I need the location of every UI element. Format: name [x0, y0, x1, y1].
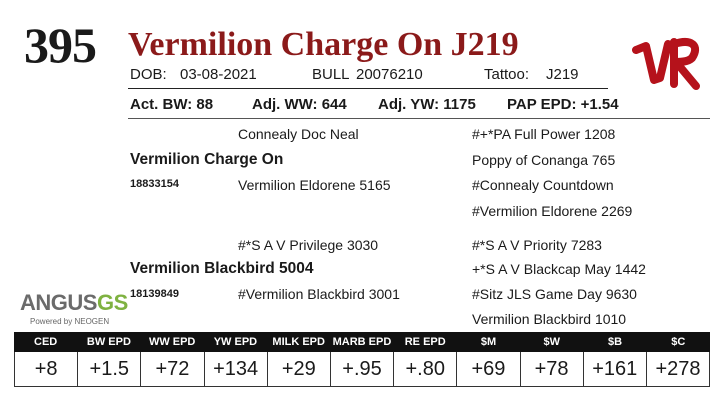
adjusted-yearling-weight: Adj. YW: 1175 — [378, 96, 476, 113]
epd-header-m: $M — [480, 336, 497, 348]
dam-dam-sire: #Sitz JLS Game Day 9630 — [472, 286, 637, 302]
epd-value-w: +78 — [521, 352, 584, 386]
logo-text-accent: GS — [96, 290, 128, 315]
epd-value-yw: +134 — [205, 352, 268, 386]
sex-label: BULL — [312, 66, 350, 83]
epd-header-w: $W — [543, 336, 561, 348]
adjusted-weaning-weight: Adj. WW: 644 — [252, 96, 347, 113]
epd-value-milk: +29 — [268, 352, 331, 386]
dam-dam-dam: Vermilion Blackbird 1010 — [472, 311, 627, 327]
epd-header-c: $C — [671, 336, 686, 348]
epd-header-ww: WW EPD — [148, 336, 196, 348]
sire-name: Vermilion Charge On — [130, 151, 284, 168]
dam-dam: #Vermilion Blackbird 3001 — [238, 286, 400, 302]
sire-dam: Vermilion Eldorene 5165 — [238, 177, 391, 193]
registration-number: 20076210 — [356, 66, 423, 83]
epd-header-re: RE EPD — [404, 336, 446, 348]
epd-header-milk: MILK EPD — [272, 336, 325, 348]
epd-header-yw: YW EPD — [213, 336, 258, 348]
divider — [128, 88, 608, 89]
epd-value-ww: +72 — [141, 352, 205, 386]
epd-value-c: +278 — [647, 352, 711, 386]
sire-registration: 18833154 — [130, 178, 179, 190]
divider — [128, 118, 710, 119]
epd-value-row: +8 +1.5 +72 +134 +29 +.95 +.80 +69 +78 +… — [14, 352, 711, 387]
logo-subtitle: Powered by NEOGEN — [30, 317, 110, 326]
dam-sire-sire: #*S A V Priority 7283 — [472, 237, 602, 253]
sire-dam-dam: #Vermilion Eldorene 2269 — [472, 203, 633, 219]
dam-sire-dam: +*S A V Blackcap May 1442 — [472, 261, 646, 277]
epd-value-b: +161 — [584, 352, 647, 386]
dob-label: DOB: — [130, 66, 167, 83]
logo-text-main: ANGUS — [20, 290, 97, 315]
epd-header-b: $B — [607, 336, 623, 348]
epd-value-ced: +8 — [14, 352, 79, 386]
actual-birth-weight: Act. BW: 88 — [130, 96, 214, 113]
dam-sire: #*S A V Privilege 3030 — [238, 237, 379, 253]
tattoo-label: Tattoo: — [484, 66, 530, 83]
epd-value-marb: +.95 — [331, 352, 395, 386]
epd-header-ced: CED — [34, 336, 58, 348]
epd-value-m: +69 — [457, 352, 521, 386]
dam-name: Vermilion Blackbird 5004 — [130, 260, 314, 277]
sire-sire-dam: Poppy of Conanga 765 — [472, 152, 616, 168]
lot-number: 395 — [24, 17, 97, 73]
epd-header-row: CED BW EPD WW EPD YW EPD MILK EPD MARB E… — [14, 332, 710, 352]
sire-sire-sire: #+*PA Full Power 1208 — [472, 126, 616, 142]
epd-value-bw: +1.5 — [78, 352, 142, 386]
epd-value-re: +.80 — [394, 352, 458, 386]
angus-gs-logo: ANGUSGS — [20, 290, 128, 316]
epd-table: CED BW EPD WW EPD YW EPD MILK EPD MARB E… — [14, 332, 711, 387]
pap-epd: PAP EPD: +1.54 — [507, 96, 619, 113]
vr-brand-icon — [632, 37, 700, 90]
tattoo-value: J219 — [546, 66, 579, 83]
epd-header-bw: BW EPD — [86, 336, 131, 348]
epd-header-marb: MARB EPD — [332, 336, 392, 348]
dam-registration: 18139849 — [130, 288, 179, 300]
dob-value: 03-08-2021 — [180, 66, 257, 83]
sire-dam-sire: #Connealy Countdown — [472, 177, 614, 193]
sire-sire: Connealy Doc Neal — [238, 126, 359, 142]
animal-name: Vermilion Charge On J219 — [128, 26, 519, 63]
